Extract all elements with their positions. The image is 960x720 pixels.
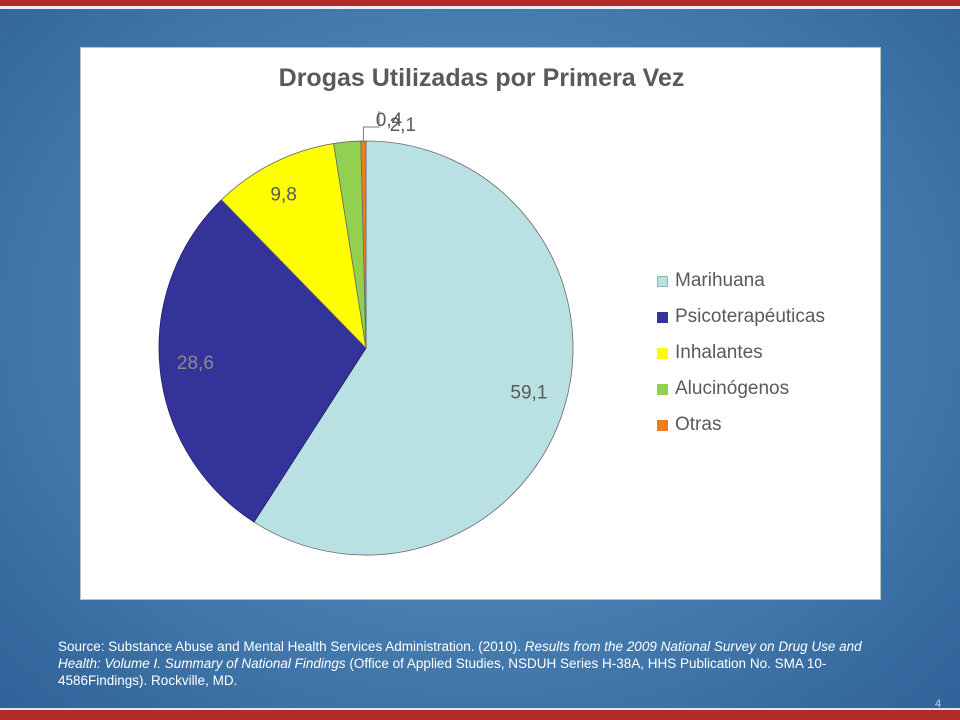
- chart-legend: Marihuana Psicoterapéuticas Inhalantes Aluc…: [657, 263, 825, 443]
- pie-slice-otras: [360, 140, 367, 349]
- legend-label-otras: Otras: [675, 414, 722, 435]
- footer-divider: [0, 708, 960, 710]
- data-label-marihuana: 59,1: [510, 383, 547, 404]
- source-suffix: (Office of Applied Studies, NSDUH Series…: [58, 656, 827, 688]
- pie-slice-psicoterapeuticas: [158, 199, 367, 523]
- pie-slice-marihuana: [253, 140, 574, 556]
- pie-chart: 59,1 28,6 9,8 2,10,4: [158, 110, 574, 556]
- legend-swatch-alucinogenos: [657, 383, 668, 395]
- legend-item-alucinogenos: Alucinógenos: [657, 371, 825, 407]
- data-label-alucinogenos: 2,1: [390, 115, 416, 136]
- legend-item-otras: Otras: [657, 407, 825, 443]
- source-prefix: Source: Substance Abuse and Mental Healt…: [58, 639, 525, 654]
- data-label-psicoterapeuticas: 28,6: [177, 353, 214, 374]
- legend-item-inhalantes: Inhalantes: [657, 335, 825, 371]
- header-accent-bar: [0, 0, 960, 6]
- legend-swatch-inhalantes: [657, 347, 668, 359]
- header-divider: [0, 6, 960, 9]
- data-label-otras: 0,4: [376, 110, 403, 131]
- chart-title: Drogas Utilizadas por Primera Vez: [278, 64, 685, 92]
- legend-item-psicoterapeuticas: Psicoterapéuticas: [657, 299, 825, 335]
- source-citation: Source: Substance Abuse and Mental Healt…: [58, 638, 908, 689]
- legend-label-marihuana: Marihuana: [675, 270, 765, 291]
- chart-panel: Drogas Utilizadas por Primera Vez 59,1 28…: [80, 47, 881, 600]
- legend-swatch-marihuana: [657, 275, 668, 287]
- pie-slice-inhalantes: [220, 143, 367, 350]
- legend-label-alucinogenos: Alucinógenos: [675, 378, 790, 399]
- legend-swatch-otras: [657, 419, 668, 431]
- legend-item-marihuana: Marihuana: [657, 263, 825, 299]
- legend-swatch-psicoterapeuticas: [657, 311, 668, 323]
- footer-accent-bar: [0, 710, 960, 720]
- pie-leader-line-otras: [362, 111, 380, 141]
- source-title: Results from the 2009 National Survey on…: [58, 639, 862, 671]
- data-label-inhalantes: 9,8: [270, 185, 296, 206]
- page-number: 4: [935, 698, 942, 710]
- legend-label-psicoterapeuticas: Psicoterapéuticas: [675, 306, 825, 327]
- legend-label-inhalantes: Inhalantes: [675, 342, 763, 363]
